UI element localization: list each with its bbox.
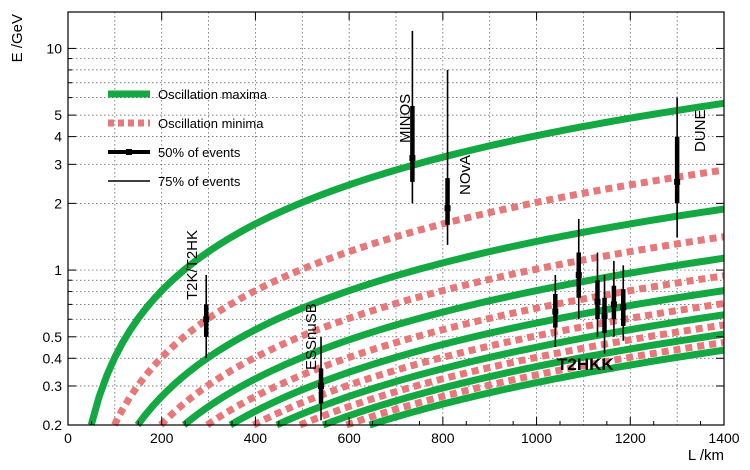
maxima-curve [275,311,725,429]
maxima-curve [368,346,725,429]
legend-50-point [126,149,132,155]
x-tick-label: 1000 [521,430,552,446]
plot-frame [67,11,725,426]
experiment-label: ESSnuSB [303,303,320,370]
y-tick-label: 0.2 [43,417,63,433]
minima-curve [345,339,725,429]
legend-label: Oscillation minima [158,116,264,131]
t2hkk-center-point [610,301,617,308]
oscillation-curves [87,99,725,429]
legend-label: 75% of events [158,174,241,189]
y-tick-label: 1 [54,262,62,278]
minima-curve [158,233,725,428]
experiment-label: T2K/T2HK [184,230,201,300]
x-tick-label: 600 [337,430,361,446]
x-tick-label: 400 [244,430,268,446]
y-tick-label: 2 [54,195,62,211]
experiment-labels: T2K/T2HK ESSnuSB MINOS NOvA DUNE T2HKK [184,94,709,374]
x-tick-label: 0 [64,430,72,446]
experiment-label: DUNE [692,109,709,152]
event-center-point [409,155,416,162]
legend-label: Oscillation maxima [158,87,268,102]
t2hkk-center-point [601,313,608,320]
x-axis-label: L /km [688,447,724,464]
t2hkk-label: T2HKK [557,355,614,374]
maxima-curve [321,330,725,429]
t2hkk-center-point [575,272,582,279]
t2hkk-center-point [620,304,627,311]
maxima-curve [181,254,725,428]
y-axis-label: E /GeV [9,14,26,62]
maxima-curve [228,287,725,429]
minima-curve [252,300,725,429]
event-center-point [674,178,681,185]
y-tick-label: 0.5 [43,329,63,345]
t2hkk-center-point [552,308,559,315]
experiment-label: NOvA [457,155,474,195]
minima-curve [298,321,725,429]
axis-ticks: 0 200 400 600 800 1000 1200 1400 0.2 0.3 0.4 0.5 1 2 3… [43,12,740,446]
y-tick-label: 0.3 [43,378,63,394]
x-tick-label: 1400 [708,430,739,446]
x-tick-label: 800 [431,430,455,446]
y-tick-label: 10 [46,40,62,56]
minima-curve [205,272,725,428]
event-center-point [318,382,325,389]
y-tick-label: 5 [54,107,62,123]
y-tick-label: 4 [54,129,62,145]
maxima-curve [134,205,725,428]
minima-curve [111,166,725,427]
y-tick-label: 0.4 [43,350,63,366]
t2hkk-center-point [594,298,601,305]
event-center-point [444,205,451,212]
event-bars [203,30,681,421]
x-tick-label: 200 [150,430,174,446]
legend-label: 50% of events [158,145,241,160]
experiment-label: MINOS [397,94,414,143]
legend: Oscillation maxima Oscillation minima 50% … [108,87,268,189]
x-tick-label: 1200 [615,430,646,446]
y-tick-label: 3 [54,156,62,172]
maxima-curve [87,99,725,426]
event-center-point [203,316,210,323]
